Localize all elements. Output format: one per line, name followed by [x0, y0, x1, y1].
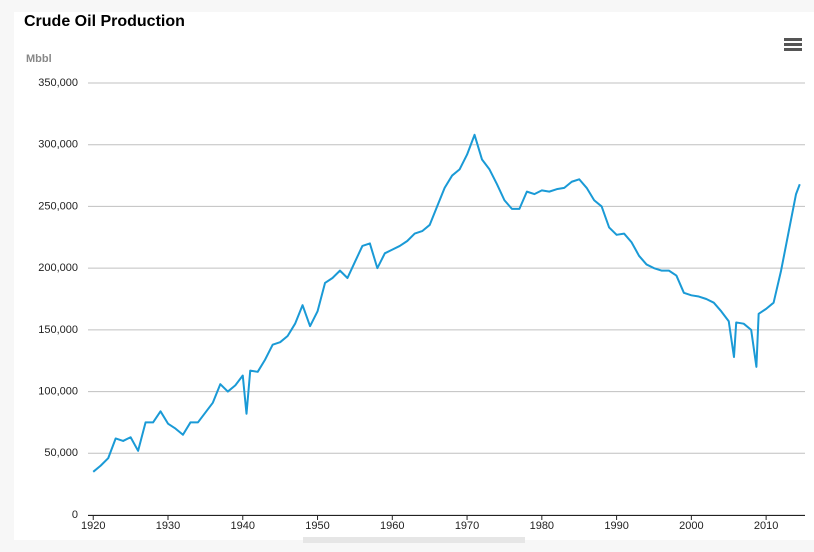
menu-bar[interactable]	[784, 38, 802, 41]
x-tick-label: 1920	[81, 520, 105, 532]
x-tick-label: 1930	[156, 520, 180, 532]
y-tick-label: 100,000	[38, 385, 78, 397]
chart-title: Crude Oil Production	[24, 13, 185, 30]
y-tick-label: 250,000	[38, 200, 78, 212]
y-axis-label: Mbbl	[26, 53, 52, 65]
y-tick-label: 350,000	[38, 77, 78, 89]
chart-background	[14, 12, 814, 540]
x-tick-label: 1980	[530, 520, 554, 532]
x-tick-label: 1990	[604, 520, 628, 532]
x-tick-label: 1960	[380, 520, 404, 532]
x-tick-label: 1950	[305, 520, 329, 532]
menu-button[interactable]	[784, 38, 802, 51]
y-tick-label: 150,000	[38, 324, 78, 336]
y-tick-label: 0	[72, 509, 78, 521]
y-tick-label: 300,000	[38, 139, 78, 151]
menu-bar[interactable]	[784, 43, 802, 46]
scrollbar	[303, 537, 525, 543]
y-tick-label: 200,000	[38, 262, 78, 274]
x-tick-label: 2010	[754, 520, 778, 532]
menu-bar[interactable]	[784, 48, 802, 51]
x-tick-label: 1970	[455, 520, 479, 532]
x-tick-label: 1940	[231, 520, 255, 532]
data-line	[92, 133, 801, 473]
y-tick-label: 50,000	[44, 447, 78, 459]
x-tick-label: 2000	[679, 520, 703, 532]
